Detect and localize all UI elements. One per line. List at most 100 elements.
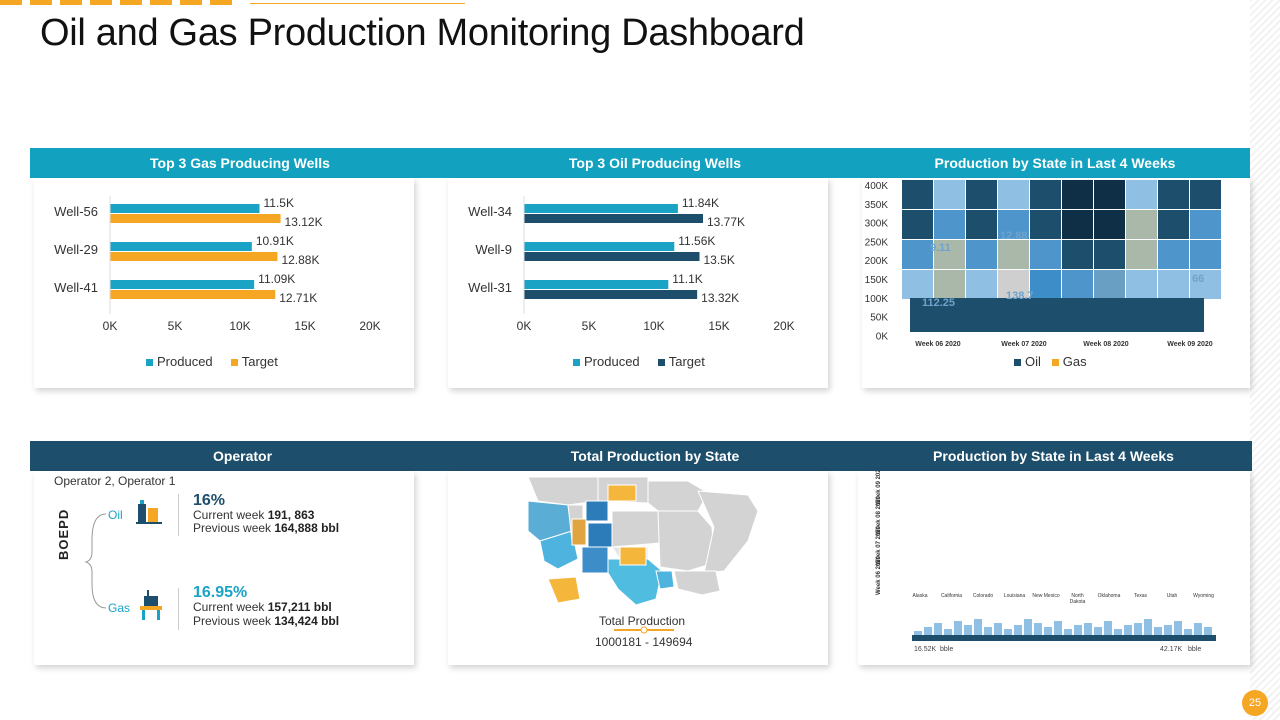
bar-target	[110, 214, 281, 223]
category-label: Well-34	[468, 204, 512, 219]
total-production-caption: Total Production	[599, 614, 686, 628]
y-tick-label: 250K	[865, 237, 889, 248]
gas-swatch	[1051, 359, 1059, 367]
week-label: Week 09 2020	[876, 471, 882, 505]
x-tick-label: 10K	[229, 319, 250, 333]
state-weeks-legend-gas: Gas	[1062, 354, 1087, 369]
gas-legend-produced: Produced	[157, 354, 213, 369]
operator-filter[interactable]: Operator 2, Operator 1	[54, 474, 176, 488]
operator-header: Operator	[30, 441, 455, 471]
wyoming-state[interactable]	[585, 500, 609, 522]
oil-swatch	[1014, 359, 1021, 367]
skyline-bar	[1004, 629, 1012, 635]
gas-rig-icon	[140, 590, 162, 620]
heat-cell	[1030, 210, 1061, 239]
texas-state[interactable]	[607, 558, 663, 606]
bar-target	[524, 290, 698, 299]
state-weeks-legend-oil: Oil	[1025, 354, 1041, 369]
x-tick-label: 20K	[359, 319, 380, 333]
oil-separator	[178, 494, 179, 536]
bar-target	[524, 252, 700, 261]
state-weeks-chart: 400K 350K 300K 250K 200K 150K 100K 50K 0K 9.11 12.…	[865, 180, 1221, 348]
state-weeks-bottom-card: Week 09 2020 Week 08 2020 Week 07 2020 Week…	[858, 465, 1250, 665]
produced-swatch	[146, 359, 153, 367]
heat-cell	[1190, 270, 1221, 299]
y-tick-label: 200K	[865, 256, 889, 267]
max-unit: bble	[1188, 646, 1201, 653]
bar-target	[524, 214, 704, 223]
overlay-label: 112.25	[922, 297, 955, 309]
total-production-range-slider[interactable]	[612, 626, 676, 634]
state-label: Texas	[1134, 593, 1148, 599]
heat-cell	[1158, 210, 1189, 239]
heat-cell	[1126, 180, 1157, 209]
alaska-state[interactable]	[547, 576, 581, 604]
skyline-bar	[994, 623, 1002, 635]
skyline-bar	[1184, 629, 1192, 635]
oil-previous-value: 164,888 bbl	[274, 521, 340, 535]
y-tick-label: 350K	[865, 200, 889, 211]
x-tick-label: 0K	[103, 319, 118, 333]
bar-target	[110, 252, 278, 261]
total-production-range: 1000181 - 149694	[595, 635, 693, 649]
heat-cell	[1062, 180, 1093, 209]
oil-label: Oil	[108, 508, 123, 522]
y-tick-label: 150K	[865, 275, 889, 286]
overlay-label: 12.88	[1000, 230, 1028, 242]
skyline-bar	[1164, 625, 1172, 635]
target-swatch	[230, 359, 238, 367]
oklahoma-state[interactable]	[619, 546, 647, 566]
oil-wells-chart: Well-34 11.84K 13.77K Well-9 11.56K 13.5K Well…	[468, 196, 795, 333]
skyline-bar	[1084, 623, 1092, 635]
gas-wells-card: Well-56 11.5K 13.12K Well-29 10.91K 12.88K Wel…	[34, 178, 414, 388]
bar-produced	[524, 242, 675, 251]
state-label: Utah	[1167, 593, 1178, 599]
top-line-decoration	[250, 3, 465, 4]
north-dakota-state[interactable]	[607, 484, 637, 502]
data-label: 13.32K	[701, 291, 739, 305]
oil-previous-prefix: Previous week	[193, 521, 275, 535]
state-weeks-legend: Oil Gas	[1014, 354, 1087, 369]
heat-cell	[902, 180, 933, 209]
page-number: 25	[1242, 690, 1268, 716]
skyline-bar	[954, 621, 962, 635]
state-label: California	[941, 593, 962, 599]
week-label: Week 07 2020	[876, 525, 882, 565]
louisiana-state[interactable]	[655, 570, 675, 590]
skyline-bar	[1044, 627, 1052, 635]
oil-wells-card: Well-34 11.84K 13.77K Well-9 11.56K 13.5K Well…	[448, 178, 828, 388]
oil-area	[910, 298, 1204, 332]
heat-cell	[1062, 210, 1093, 239]
data-label: 13.77K	[707, 215, 745, 229]
heat-cell	[1158, 270, 1189, 299]
new-mexico-state[interactable]	[581, 546, 609, 574]
gas-previous-prefix: Previous week	[193, 614, 275, 628]
category-label: Well-41	[54, 280, 98, 295]
heat-cell	[934, 210, 965, 239]
skyline-bar	[944, 629, 952, 635]
x-tick-label: 5K	[582, 319, 597, 333]
min-unit: bble	[940, 646, 953, 653]
state-label: New Mexico	[1032, 593, 1059, 599]
total-state-card	[448, 471, 828, 665]
x-tick-label: 15K	[294, 319, 315, 333]
colorado-state[interactable]	[587, 522, 613, 548]
state-label: Louisiana	[1004, 593, 1026, 599]
oil-pump-icon	[136, 500, 162, 524]
us-map[interactable]	[448, 471, 828, 665]
data-label: 11.56K	[678, 234, 715, 248]
data-label: 11.09K	[258, 272, 295, 286]
x-tick-label: 5K	[168, 319, 183, 333]
y-tick-label: 50K	[870, 313, 888, 324]
x-tick-label: 15K	[708, 319, 729, 333]
data-label: 11.84K	[682, 196, 719, 210]
state-label: Wyoming	[1193, 593, 1214, 599]
data-label: 11.1K	[672, 272, 702, 286]
x-tick-label: 10K	[643, 319, 664, 333]
boepd-label: BOEPD	[56, 508, 71, 560]
heat-cell	[966, 210, 997, 239]
utah-state[interactable]	[571, 518, 587, 546]
min-label: 16.52K	[914, 646, 937, 653]
state-weeks-top-card: 400K 350K 300K 250K 200K 150K 100K 50K 0K 9.11 12.…	[862, 178, 1250, 388]
